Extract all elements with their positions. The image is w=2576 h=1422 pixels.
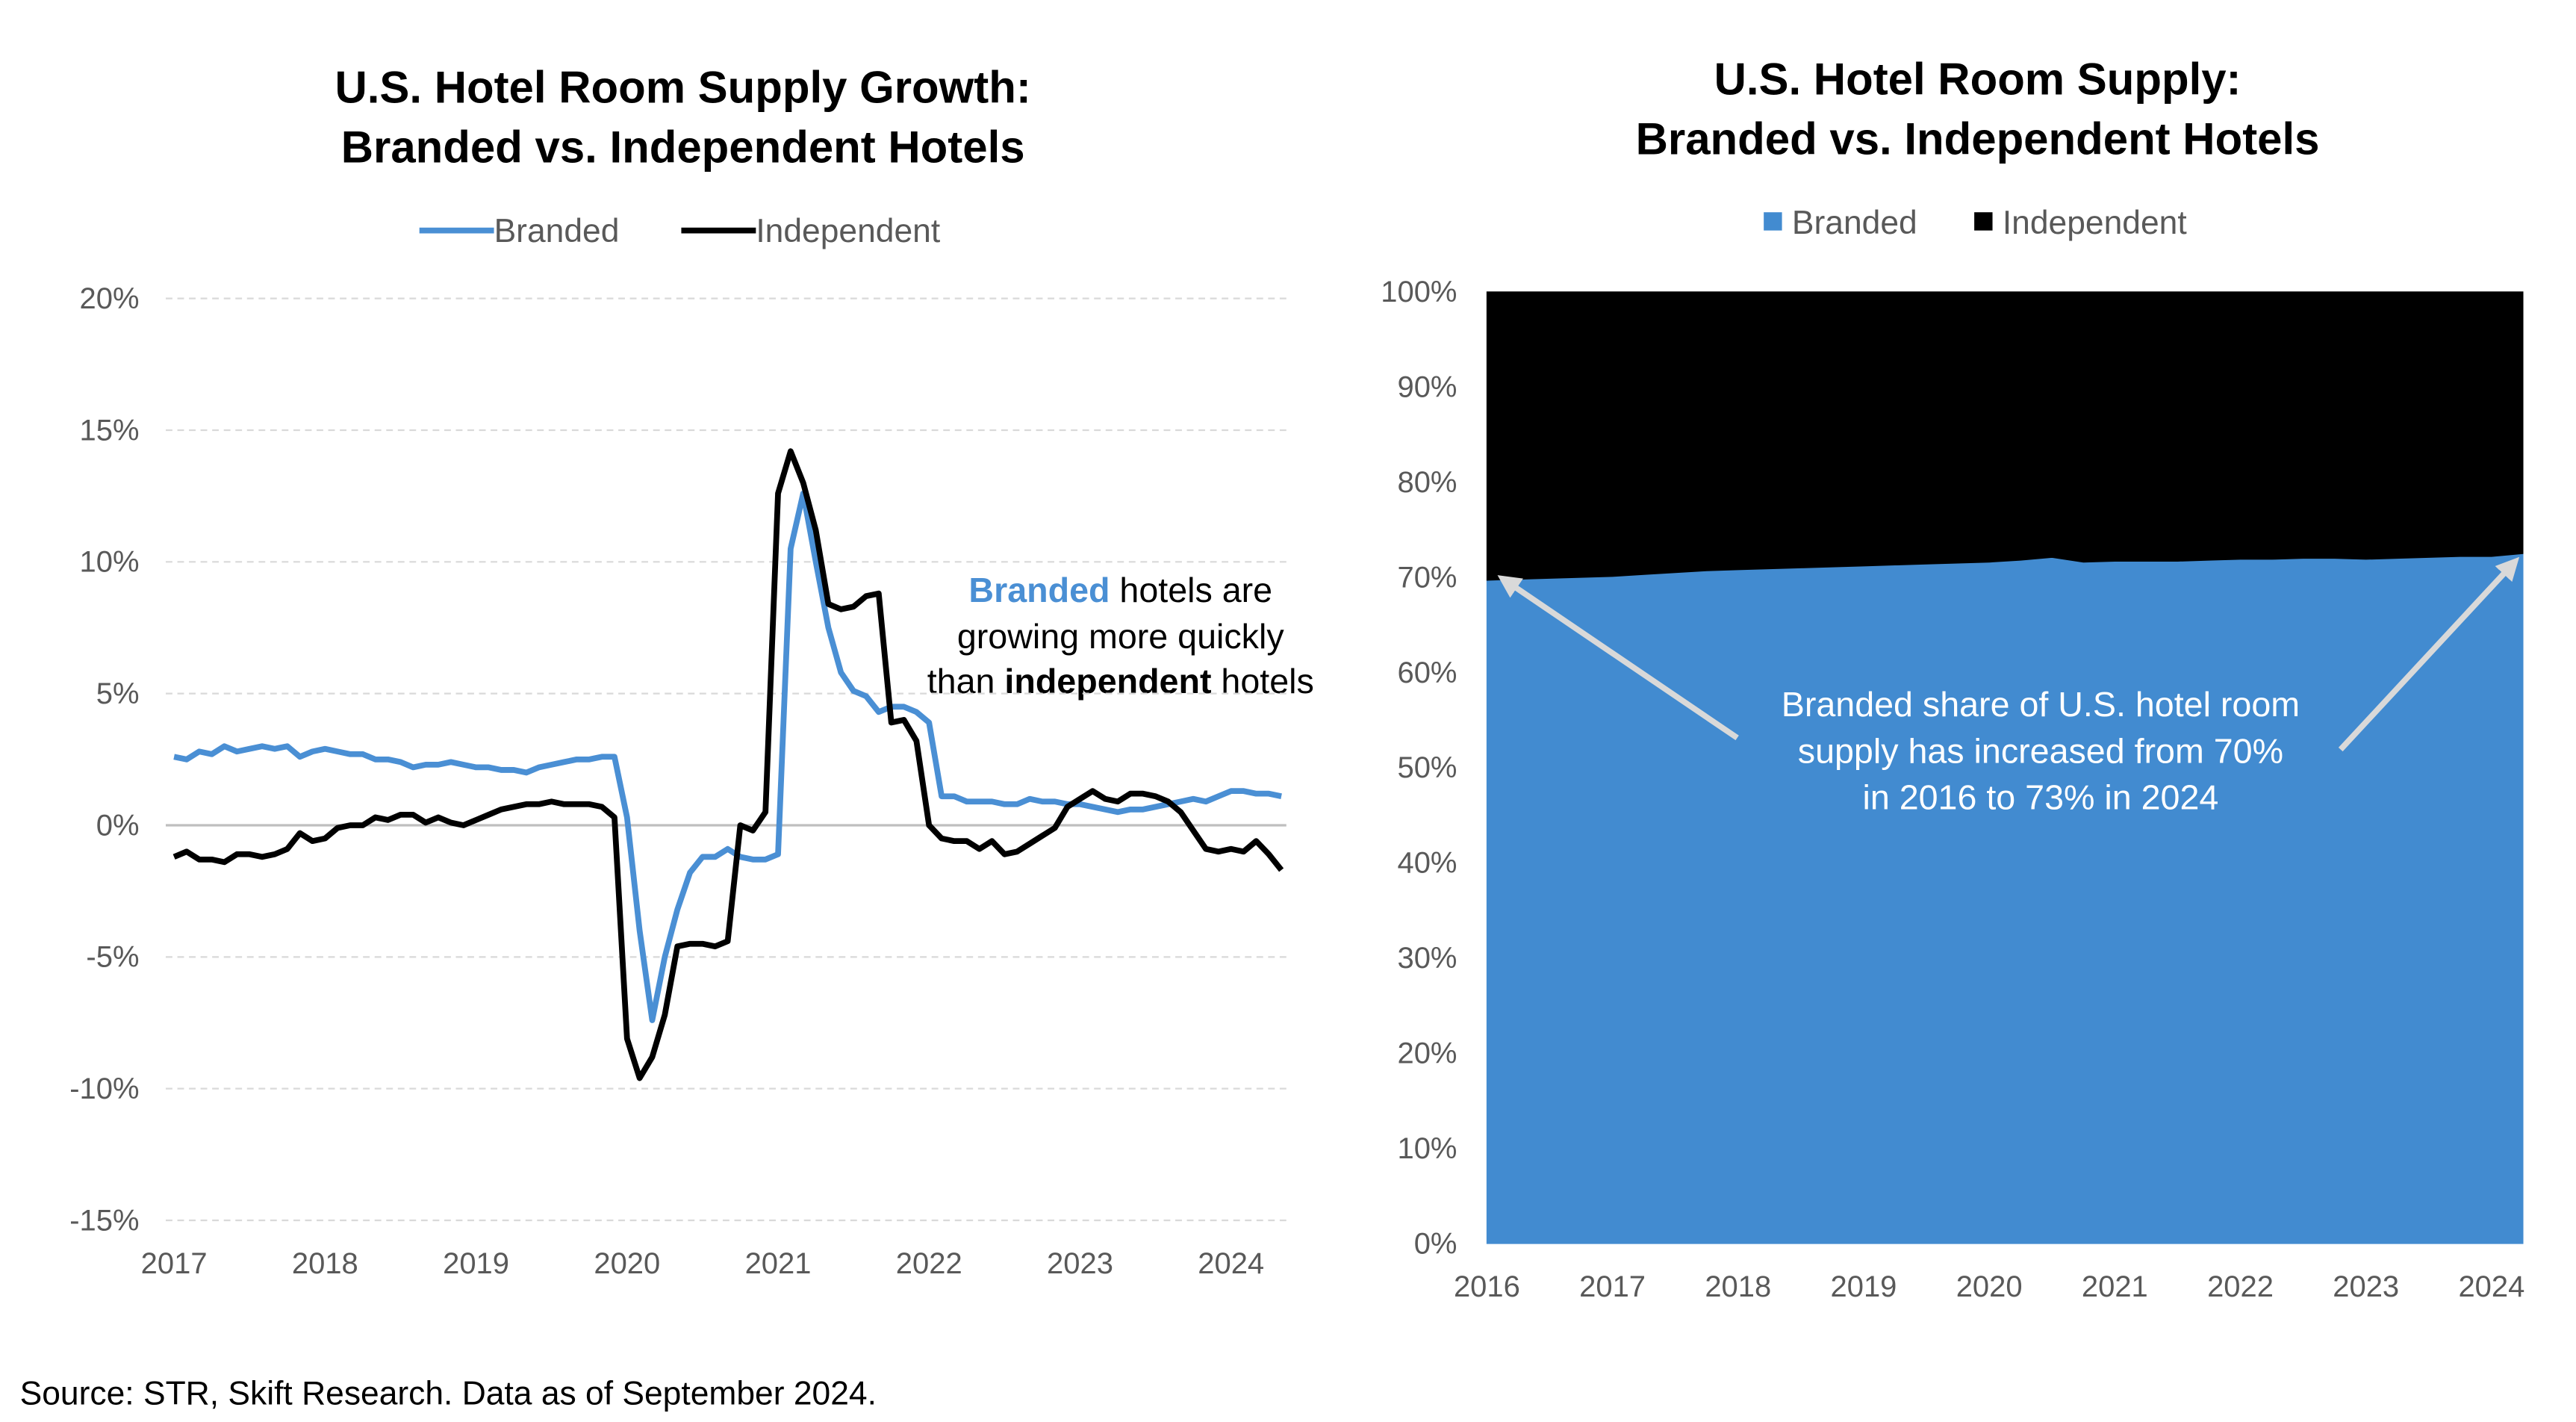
y-tick-label: 15% [80,414,140,447]
annotation-part: independent [1004,662,1211,701]
y-tick-label: -10% [69,1072,139,1105]
x-tick-label: 2023 [1047,1247,1113,1280]
y-tick-label: 5% [96,677,140,710]
y-tick-label: 20% [80,282,140,315]
legend-swatch [1974,212,1993,231]
annotation-part: hotels [1211,662,1313,701]
line-series [173,490,1282,1023]
x-tick-label: 2018 [292,1247,358,1280]
legend-label: Branded [494,213,620,249]
legend-label: Branded [1792,205,1917,241]
y-tick-label: 20% [1397,1037,1457,1070]
annotation: in 2016 to 73% in 2024 [1862,777,2218,816]
y-tick-label: -15% [69,1204,139,1237]
y-tick-label: 60% [1397,656,1457,689]
annotation: Branded share of U.S. hotel room [1782,685,2300,724]
y-tick-label: 10% [80,546,140,579]
legend-label: Independent [2003,205,2188,241]
source: Source: STR, Skift Research. Data as of … [20,1375,877,1412]
annotation: growing more quickly [957,617,1284,656]
chart-title: Branded vs. Independent Hotels [1636,114,2320,164]
x-tick-label: 2020 [1956,1270,2023,1303]
line-series [172,448,1284,1081]
chart-title: U.S. Hotel Room Supply Growth: [335,63,1030,113]
legend-swatch [1764,212,1782,231]
annotation: than independent hotels [927,662,1314,701]
chart-title: Branded vs. Independent Hotels [341,122,1025,173]
x-tick-label: 2023 [2333,1270,2399,1303]
y-tick-label: 50% [1397,751,1457,784]
annotation-part: Branded [968,571,1110,609]
y-tick-label: 70% [1397,561,1457,594]
y-tick-label: 0% [1414,1227,1457,1260]
y-tick-label: 30% [1397,942,1457,975]
annotation-part: hotels are [1110,571,1272,609]
y-tick-label: 40% [1397,847,1457,880]
x-tick-label: 2019 [1831,1270,1897,1303]
annotation: Branded hotels are [968,571,1272,609]
arrow [2338,556,2520,752]
y-tick-label: 80% [1397,466,1457,499]
y-tick-label: 0% [96,809,140,842]
y-tick-label: -5% [86,941,139,974]
y-tick-label: 100% [1381,276,1457,308]
x-tick-label: 2022 [896,1247,962,1280]
x-tick-label: 2021 [745,1247,812,1280]
annotation-part: than [927,662,1005,701]
y-tick-label: 10% [1397,1132,1457,1165]
arrow [1497,575,1739,741]
annotation: supply has increased from 70% [1798,731,2283,770]
chart-title: U.S. Hotel Room Supply: [1714,55,2241,105]
x-tick-label: 2018 [1705,1270,1771,1303]
x-tick-label: 2021 [2082,1270,2148,1303]
chart: -15% -10% -5% 0% 5% 10% 15% 20% 2017 2018 2019 2020… [69,213,1287,1280]
y-tick-label: 90% [1397,371,1457,404]
x-tick-label: 2024 [2458,1270,2524,1303]
x-tick-label: 2020 [594,1247,660,1280]
x-tick-label: 2017 [1579,1270,1646,1303]
x-tick-label: 2019 [443,1247,509,1280]
x-tick-label: 2022 [2207,1270,2274,1303]
x-tick-label: 2024 [1198,1247,1264,1280]
annotation-part: growing more quickly [957,617,1284,656]
area-series [1486,553,2524,1244]
x-tick-label: 2017 [141,1247,208,1280]
chart: 0% 10% 20% 30% 40% 50% 60% 70% 80% 90% 100% 2016 201… [1381,205,2524,1303]
x-tick-label: 2016 [1454,1270,1520,1303]
legend-label: Independent [756,213,941,249]
area-series [1486,291,2524,581]
